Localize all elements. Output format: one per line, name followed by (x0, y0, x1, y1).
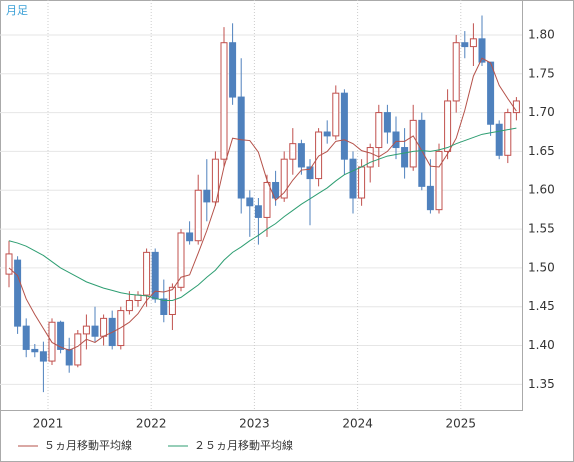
candle-body (435, 150, 443, 211)
candle-body (177, 232, 185, 288)
candle-body (461, 42, 469, 48)
candle-body (211, 158, 219, 203)
candle-body (65, 348, 73, 366)
candle-body (194, 189, 202, 242)
candle-body (22, 325, 30, 350)
candle-body (100, 317, 108, 337)
candle-body (349, 158, 357, 199)
candle-body (375, 112, 383, 149)
candle-body (366, 147, 374, 168)
candle-body (332, 92, 340, 137)
candle-body (263, 181, 271, 218)
candle-body (469, 38, 477, 48)
candle-body (134, 294, 142, 302)
candle-body (504, 112, 512, 156)
candle-body (237, 96, 245, 199)
candle-body (401, 147, 409, 168)
candle-body (246, 197, 254, 207)
x-tick-label: 2024 (342, 417, 373, 431)
candle-body (426, 185, 434, 211)
plot-area (0, 0, 523, 411)
candle-body (418, 119, 426, 187)
x-tick-label: 2023 (239, 417, 270, 431)
candle-body (31, 348, 39, 353)
candle-body (91, 325, 99, 337)
y-tick-label: 1.75 (528, 66, 555, 80)
x-tick-label: 2022 (136, 417, 167, 431)
candle-body (487, 61, 495, 125)
y-tick-label: 1.80 (528, 27, 555, 41)
candle-body (203, 189, 211, 203)
candle-body (186, 232, 194, 242)
candle-body (306, 166, 314, 180)
candle-body (392, 131, 400, 149)
moving-average-line (8, 57, 517, 351)
y-tick-label: 1.40 (528, 338, 555, 352)
y-tick-label: 1.50 (528, 260, 555, 274)
candle-body (39, 351, 47, 362)
y-tick-label: 1.35 (528, 377, 555, 391)
candle-body (151, 251, 159, 300)
candle-body (143, 251, 151, 296)
candle-body (280, 158, 288, 199)
legend-label: ５ヵ月移動平均線 (44, 438, 132, 452)
y-tick-label: 1.65 (528, 144, 555, 158)
candle-body (358, 166, 366, 199)
candle-body (409, 119, 417, 168)
candle-body (315, 131, 323, 180)
candle-body (323, 131, 331, 137)
candle-body (160, 298, 168, 315)
y-tick-label: 1.70 (528, 105, 555, 119)
candle-body (452, 42, 460, 102)
x-tick-label: 2025 (446, 417, 477, 431)
candle-body (478, 38, 486, 63)
candle-body (297, 143, 305, 168)
chart-title: 月足 (6, 4, 28, 17)
candle-body (254, 205, 262, 218)
y-tick-label: 1.60 (528, 183, 555, 197)
y-tick-label: 1.55 (528, 222, 555, 236)
x-tick-label: 2021 (33, 417, 64, 431)
candle-body (289, 143, 297, 160)
legend-label: ２５ヵ月移動平均線 (194, 438, 293, 452)
moving-average-line (8, 127, 517, 302)
candle-body (495, 123, 503, 156)
candle-body (5, 253, 13, 275)
y-tick-label: 1.45 (528, 299, 555, 313)
candle-body (340, 92, 348, 160)
candle-body (57, 321, 65, 350)
candle-body (229, 42, 237, 98)
candle-body (125, 300, 133, 312)
candle-body (14, 259, 22, 327)
candle-body (82, 325, 90, 335)
candle-body (220, 42, 228, 160)
candle-body (383, 112, 391, 133)
candle-body (74, 333, 82, 366)
candle-body (272, 181, 280, 199)
candle-body (444, 100, 452, 152)
